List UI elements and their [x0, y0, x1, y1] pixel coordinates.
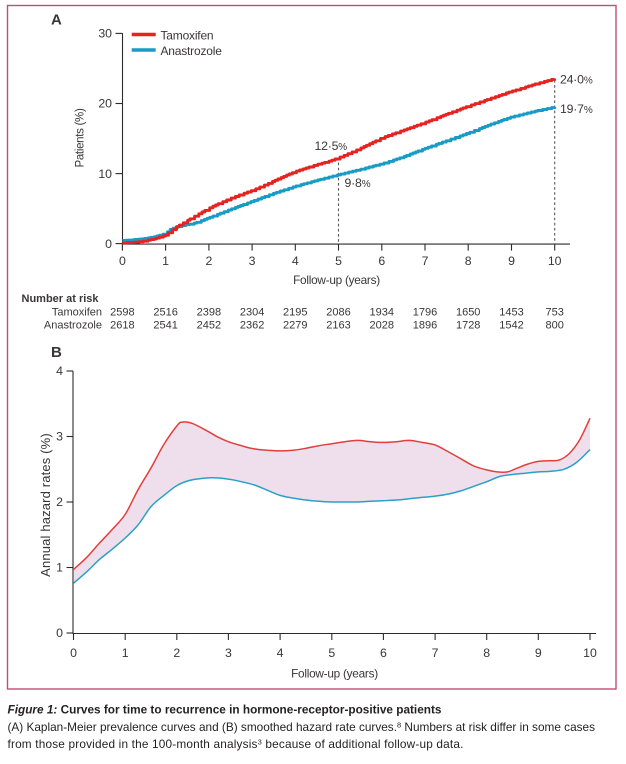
svg-text:A: A	[51, 12, 62, 29]
svg-text:7: 7	[432, 646, 439, 660]
svg-text:6: 6	[380, 646, 387, 660]
svg-text:Anastrozole: Anastrozole	[44, 320, 102, 332]
svg-text:Annual hazard rates (%): Annual hazard rates (%)	[38, 433, 53, 577]
svg-text:20: 20	[98, 97, 112, 111]
svg-text:2: 2	[56, 495, 63, 509]
svg-text:4: 4	[277, 646, 284, 660]
svg-text:1: 1	[56, 561, 63, 575]
svg-text:2618: 2618	[110, 320, 134, 332]
svg-text:10: 10	[548, 254, 562, 268]
svg-text:Anastrozole: Anastrozole	[161, 44, 223, 58]
svg-text:1542: 1542	[499, 320, 523, 332]
svg-text:1728: 1728	[456, 320, 480, 332]
svg-text:Tamoxifen: Tamoxifen	[52, 307, 102, 319]
svg-text:3: 3	[225, 646, 232, 660]
svg-text:8: 8	[465, 254, 472, 268]
svg-text:from those provided in the 100: from those provided in the 100-month ana…	[8, 737, 464, 751]
svg-text:0: 0	[56, 626, 63, 640]
svg-text:5: 5	[335, 254, 342, 268]
svg-text:3: 3	[249, 254, 256, 268]
svg-text:Number at risk: Number at risk	[22, 293, 100, 305]
svg-text:2028: 2028	[370, 320, 394, 332]
svg-text:2304: 2304	[240, 307, 264, 319]
svg-text:2398: 2398	[197, 307, 221, 319]
svg-text:1650: 1650	[456, 307, 480, 319]
svg-text:10: 10	[583, 646, 597, 660]
svg-text:30: 30	[98, 27, 112, 41]
svg-text:1796: 1796	[413, 307, 437, 319]
svg-text:0: 0	[105, 237, 112, 251]
svg-text:Tamoxifen: Tamoxifen	[161, 29, 214, 43]
svg-text:7: 7	[422, 254, 429, 268]
svg-text:2163: 2163	[326, 320, 350, 332]
svg-text:3: 3	[56, 430, 63, 444]
svg-text:Follow-up (years): Follow-up (years)	[293, 273, 380, 287]
svg-text:2086: 2086	[326, 307, 350, 319]
svg-text:9·8%: 9·8%	[345, 176, 371, 190]
svg-text:2279: 2279	[283, 320, 307, 332]
svg-text:9: 9	[508, 254, 515, 268]
svg-text:1453: 1453	[499, 307, 523, 319]
svg-text:2: 2	[205, 254, 212, 268]
svg-text:24·0%: 24·0%	[560, 73, 593, 87]
svg-text:0: 0	[119, 254, 126, 268]
svg-text:5: 5	[328, 646, 335, 660]
svg-text:2452: 2452	[197, 320, 221, 332]
svg-text:19·7%: 19·7%	[560, 102, 593, 116]
svg-text:B: B	[51, 344, 62, 361]
svg-text:1934: 1934	[370, 307, 394, 319]
svg-text:6: 6	[378, 254, 385, 268]
svg-text:Patients (%): Patients (%)	[75, 108, 87, 168]
svg-text:9: 9	[535, 646, 542, 660]
svg-text:(A) Kaplan-Meier prevalence cu: (A) Kaplan-Meier prevalence curves and (…	[8, 720, 596, 734]
svg-text:753: 753	[546, 307, 564, 319]
svg-text:1: 1	[122, 646, 129, 660]
svg-text:4: 4	[56, 364, 63, 378]
svg-text:1896: 1896	[413, 320, 437, 332]
svg-text:2541: 2541	[153, 320, 177, 332]
svg-text:2362: 2362	[240, 320, 264, 332]
svg-text:2598: 2598	[110, 307, 134, 319]
svg-text:800: 800	[546, 320, 564, 332]
svg-text:0: 0	[70, 646, 77, 660]
svg-text:4: 4	[292, 254, 299, 268]
svg-text:10: 10	[98, 167, 112, 181]
svg-text:8: 8	[483, 646, 490, 660]
svg-text:12·5%: 12·5%	[314, 139, 347, 153]
svg-text:2195: 2195	[283, 307, 307, 319]
svg-text:2516: 2516	[153, 307, 177, 319]
svg-text:Follow-up (years): Follow-up (years)	[291, 667, 378, 681]
svg-text:1: 1	[162, 254, 169, 268]
svg-text:2: 2	[173, 646, 180, 660]
svg-text:Figure 1: Curves for time to r: Figure 1: Curves for time to recurrence …	[8, 703, 442, 717]
